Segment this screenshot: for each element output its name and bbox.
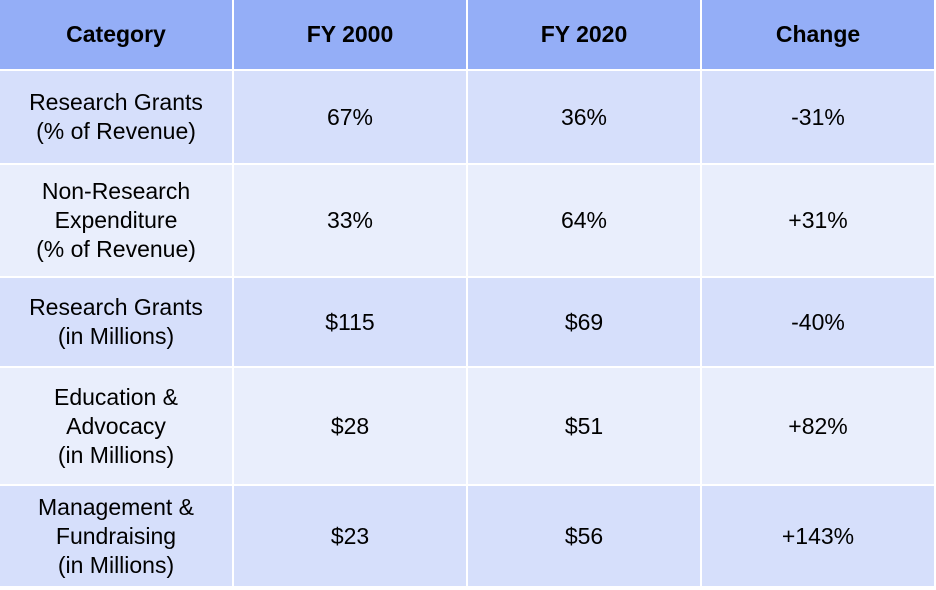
fy2020-cell: 36% xyxy=(468,71,702,165)
category-line: Expenditure xyxy=(54,207,178,233)
category-line: (in Millions) xyxy=(57,323,175,349)
fy2000-cell: $115 xyxy=(234,278,468,368)
category-line: Advocacy xyxy=(66,412,166,439)
category-line: Fundraising xyxy=(55,522,177,549)
category-line: (% of Revenue) xyxy=(36,236,196,262)
category-line: (in Millions) xyxy=(57,551,175,578)
category-line: Management & xyxy=(38,493,194,520)
change-cell: +31% xyxy=(702,165,934,278)
category-cell: Research Grants (% of Revenue) xyxy=(0,71,234,165)
table-row: Research Grants (% of Revenue) 67% 36% -… xyxy=(0,71,934,165)
header-change: Change xyxy=(702,0,934,71)
category-line: Education & xyxy=(53,383,179,410)
fy2000-cell: $23 xyxy=(234,486,468,588)
category-cell: Research Grants (in Millions) xyxy=(0,278,234,368)
change-cell: -31% xyxy=(702,71,934,165)
category-line: Research Grants xyxy=(29,89,203,115)
change-cell: +143% xyxy=(702,486,934,588)
fy2020-cell: $69 xyxy=(468,278,702,368)
category-cell: Management & Fundraising (in Millions) xyxy=(0,486,234,588)
category-line: (% of Revenue) xyxy=(36,118,196,144)
table-row: Education & Advocacy (in Millions) $28 $… xyxy=(0,368,934,486)
category-cell: Education & Advocacy (in Millions) xyxy=(0,368,234,486)
change-cell: -40% xyxy=(702,278,934,368)
change-cell: +82% xyxy=(702,368,934,486)
category-cell: Non-Research Expenditure (% of Revenue) xyxy=(0,165,234,278)
fy2000-cell: 67% xyxy=(234,71,468,165)
header-row: Category FY 2000 FY 2020 Change xyxy=(0,0,934,71)
category-line: (in Millions) xyxy=(57,441,175,468)
header-fy2000: FY 2000 xyxy=(234,0,468,71)
fy2020-cell: $51 xyxy=(468,368,702,486)
category-line: Research Grants xyxy=(29,294,203,320)
fy2000-cell: $28 xyxy=(234,368,468,486)
fy2000-cell: 33% xyxy=(234,165,468,278)
header-fy2020: FY 2020 xyxy=(468,0,702,71)
category-line: Non-Research xyxy=(41,178,191,204)
table-row: Non-Research Expenditure (% of Revenue) … xyxy=(0,165,934,278)
fy2020-cell: $56 xyxy=(468,486,702,588)
table-row: Research Grants (in Millions) $115 $69 -… xyxy=(0,278,934,368)
fy2020-cell: 64% xyxy=(468,165,702,278)
table-row: Management & Fundraising (in Millions) $… xyxy=(0,486,934,588)
header-category: Category xyxy=(0,0,234,71)
